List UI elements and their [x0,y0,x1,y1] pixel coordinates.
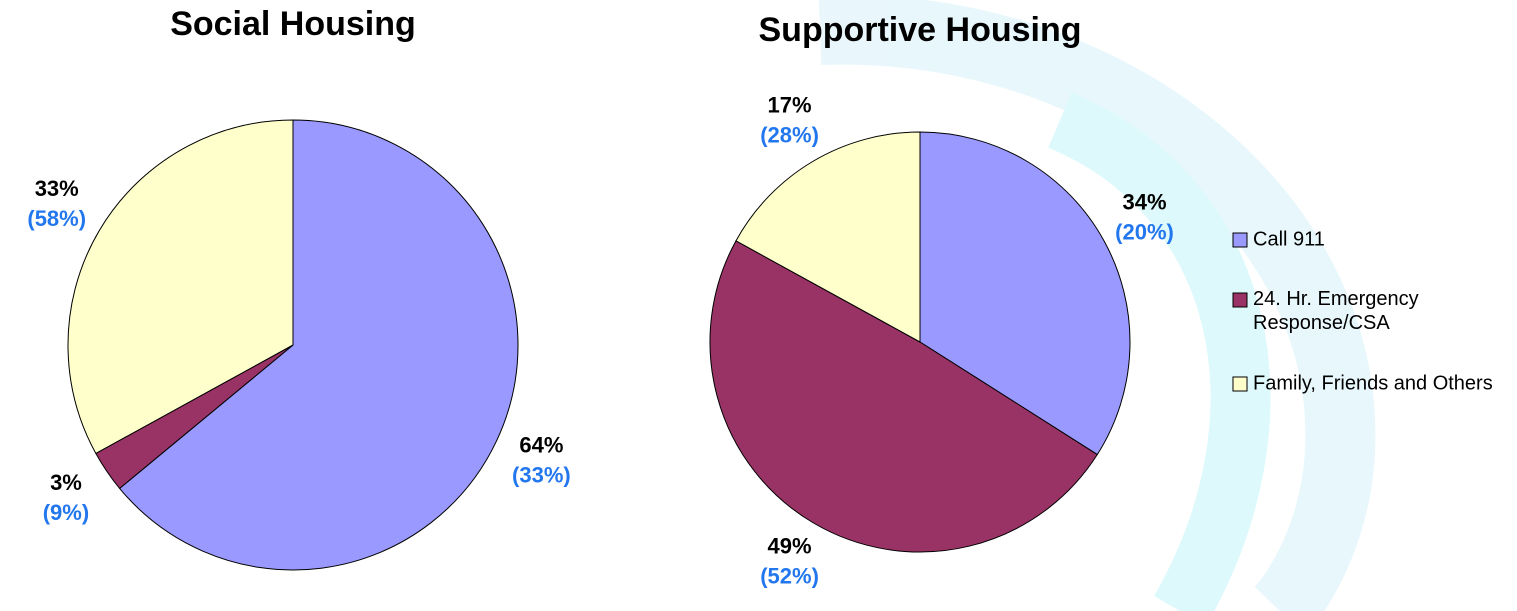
legend-swatch [1233,293,1247,307]
comparison-label: (58%) [27,206,86,231]
comparison-label: (9%) [43,500,89,525]
value-label: 3% [50,470,82,495]
legend-swatch [1233,233,1247,247]
legend-label: Family, Friends and Others [1253,372,1493,394]
comparison-label: (20%) [1115,219,1174,244]
comparison-label: (33%) [512,463,571,488]
comparison-label: (52%) [760,563,819,588]
legend-swatch [1233,377,1247,391]
page: Social Housing Supportive Housing 64% (33… [0,0,1517,611]
value-label: 64% [519,433,563,458]
value-label: 34% [1122,189,1166,214]
value-label: 17% [768,92,812,117]
value-label: 33% [35,176,79,201]
legend-label: Call 911 [1253,228,1325,250]
chart-title: Supportive Housing [759,11,1082,49]
value-label: 49% [768,533,812,558]
comparison-label: (28%) [760,122,819,147]
chart-title: Social Housing [170,5,416,43]
